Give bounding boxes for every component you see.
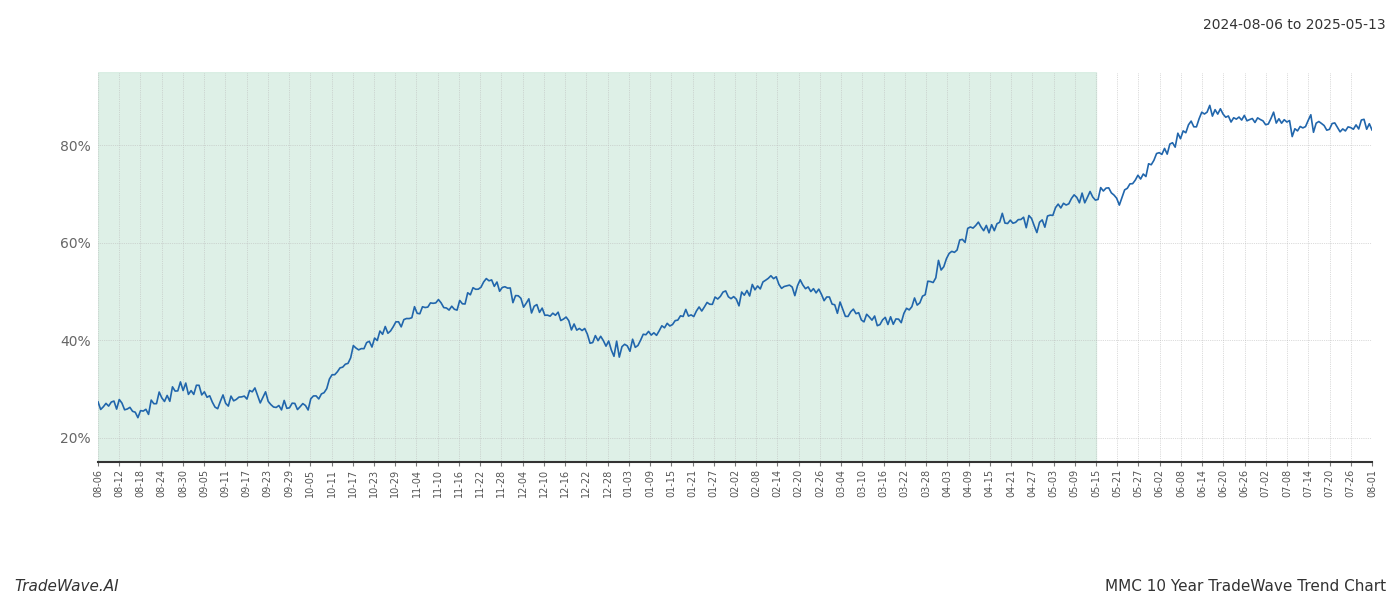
Text: 2024-08-06 to 2025-05-13: 2024-08-06 to 2025-05-13 xyxy=(1204,18,1386,32)
Text: MMC 10 Year TradeWave Trend Chart: MMC 10 Year TradeWave Trend Chart xyxy=(1105,579,1386,594)
Text: TradeWave.AI: TradeWave.AI xyxy=(14,579,119,594)
Bar xyxy=(98,72,1096,462)
